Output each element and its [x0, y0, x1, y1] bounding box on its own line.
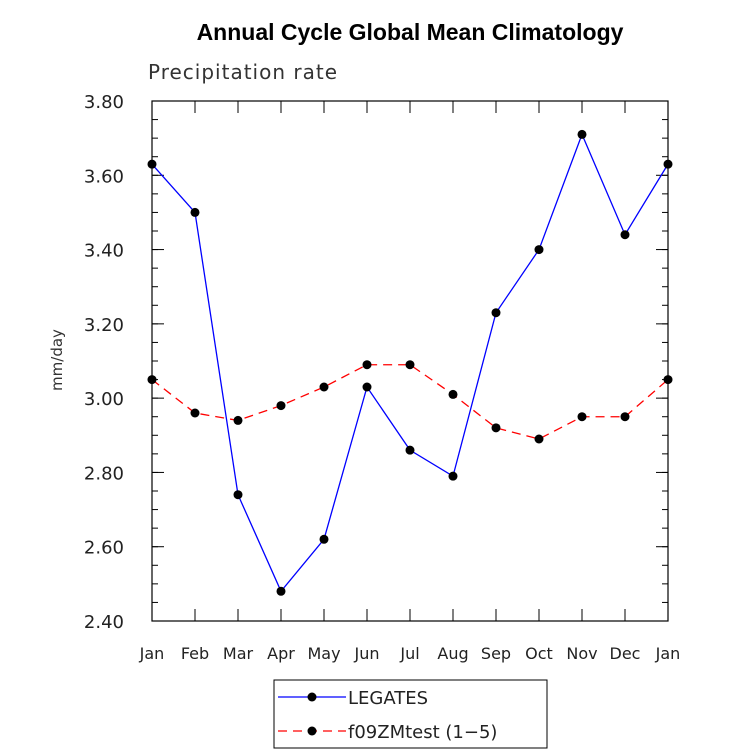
data-point — [190, 207, 200, 217]
chart-title: Annual Cycle Global Mean Climatology — [197, 19, 624, 45]
data-point — [319, 534, 329, 544]
series-1 — [147, 360, 673, 444]
x-tick-label: Apr — [267, 644, 295, 663]
x-tick-label: Sep — [481, 644, 511, 663]
legend-item: f09ZMtest (1−5) — [278, 722, 497, 743]
y-tick-label: 3.00 — [84, 389, 124, 410]
y-axis-label: mm/day — [48, 329, 66, 391]
legend-label: LEGATES — [348, 688, 428, 709]
x-tick-label: Jun — [354, 644, 380, 663]
y-tick-label: 3.60 — [84, 166, 124, 187]
data-point — [448, 471, 458, 481]
x-tick-label: Nov — [566, 644, 597, 663]
data-point — [276, 401, 286, 411]
data-point — [620, 230, 630, 240]
legend-label: f09ZMtest (1−5) — [348, 722, 497, 743]
data-point — [362, 382, 372, 392]
x-tick-label: Jan — [139, 644, 165, 663]
data-point — [405, 360, 415, 370]
series-0 — [147, 129, 673, 596]
x-tick-label: Oct — [525, 644, 553, 663]
plot-series — [147, 129, 673, 596]
x-tick-label: Dec — [610, 644, 641, 663]
data-point — [491, 423, 501, 433]
legend-marker — [307, 692, 317, 702]
y-tick-label: 2.40 — [84, 612, 124, 633]
x-tick-label: Jul — [399, 644, 419, 663]
data-point — [620, 412, 630, 422]
x-tick-label: Aug — [437, 644, 468, 663]
y-tick-label: 2.80 — [84, 463, 124, 484]
series-line — [151, 364, 669, 440]
legend-item: LEGATES — [278, 688, 428, 709]
x-tick-label: May — [307, 644, 340, 663]
data-point — [534, 434, 544, 444]
data-point — [319, 382, 329, 392]
y-tick-label: 3.40 — [84, 241, 124, 262]
y-tick-label: 2.60 — [84, 538, 124, 559]
x-tick-label: Jan — [655, 644, 681, 663]
x-tick-label: Mar — [223, 644, 254, 663]
y-tick-label: 3.80 — [84, 92, 124, 113]
plot-frame — [151, 100, 669, 622]
data-point — [448, 389, 458, 399]
data-point — [577, 412, 587, 422]
legend-marker — [307, 726, 317, 736]
legend-box — [273, 679, 548, 749]
chart-subtitle: Precipitation rate — [148, 60, 338, 84]
data-point — [233, 415, 243, 425]
data-point — [233, 490, 243, 500]
x-tick-label: Feb — [181, 644, 209, 663]
data-point — [276, 586, 286, 596]
data-point — [190, 408, 200, 418]
data-point — [491, 308, 501, 318]
y-tick-label: 3.20 — [84, 315, 124, 336]
data-point — [534, 245, 544, 255]
axis-ticks: 2.40 2.60 2.80 3.00 3.20 3.40 3.60 3.80 Jan Feb Ma… — [84, 92, 680, 663]
data-point — [405, 445, 415, 455]
data-point — [362, 360, 372, 370]
data-point — [577, 129, 587, 139]
legend: LEGATES f09ZMtest (1−5) — [273, 679, 548, 749]
